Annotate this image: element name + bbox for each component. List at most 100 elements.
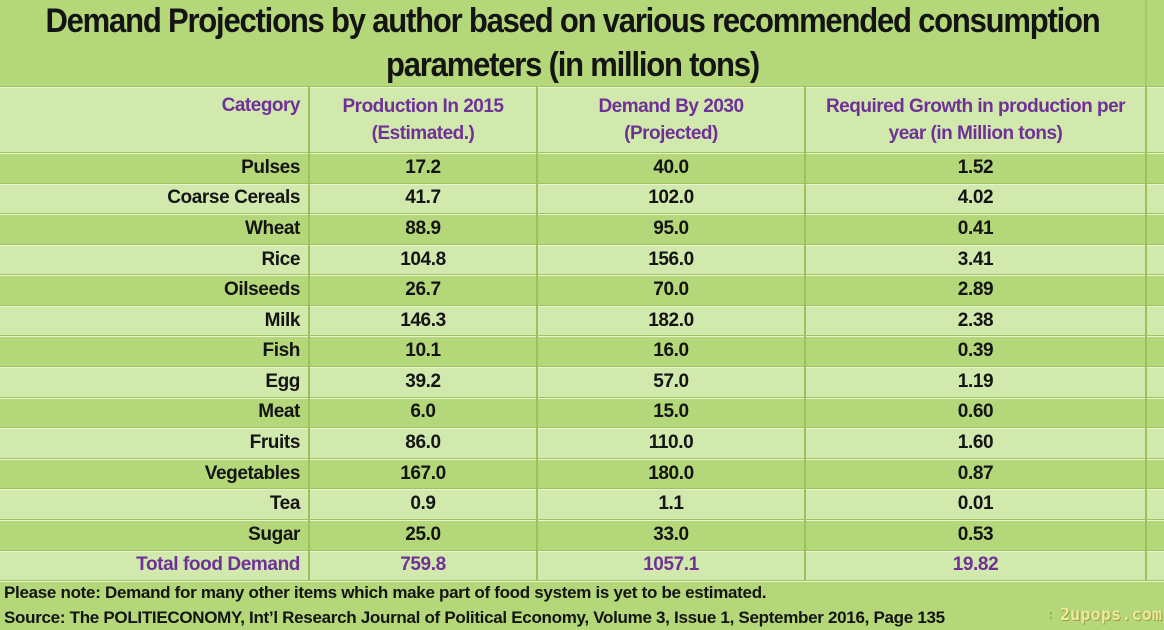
table-row: Sugar 25.0 33.0 0.53 (0, 518, 1164, 550)
growth-cell: 0.01 (806, 489, 1147, 519)
category-cell: Vegetables (0, 458, 310, 489)
demand-cell: 70.0 (538, 275, 806, 305)
header-demand-label: Demand By 2030 (598, 95, 744, 117)
table-row: Milk 146.3 182.0 2.38 (0, 304, 1164, 336)
production-cell: 146.3 (310, 305, 538, 336)
production-cell: 0.9 (310, 489, 538, 519)
cutoff-column-cell (1147, 551, 1164, 581)
cutoff-column-cell (1147, 245, 1164, 275)
growth-cell: 2.38 (806, 305, 1147, 336)
growth-cell: 0.53 (806, 519, 1147, 550)
table-body: Pulses 17.2 40.0 1.52 Coarse Cereals 41.7 102.… (0, 152, 1164, 581)
table-row: Fish 10.1 16.0 0.39 (0, 335, 1164, 367)
title-cell: Demand Projections by author based on va… (0, 0, 1147, 86)
watermark: : 2upops.com (1047, 605, 1162, 625)
category-cell: Total food Demand (0, 550, 310, 581)
page-title: Demand Projections by author based on va… (45, 1, 1100, 84)
category-cell: Milk (0, 305, 310, 336)
category-cell: Meat (0, 397, 310, 428)
category-cell: Coarse Cereals (0, 183, 310, 214)
footnote: Please note: Demand for many other items… (0, 580, 1164, 605)
title-row: Demand Projections by author based on va… (0, 0, 1164, 86)
demand-cell: 57.0 (538, 367, 806, 397)
growth-cell: 0.87 (806, 458, 1147, 489)
demand-cell: 180.0 (538, 458, 806, 489)
table-header-row: Category Production In 2015 (Estimated.)… (0, 86, 1164, 152)
header-required-growth: Required Growth in production per year (… (806, 87, 1147, 152)
table-row: Fruits 86.0 110.0 1.60 (0, 427, 1164, 458)
demand-cell: 156.0 (538, 244, 806, 275)
growth-cell: 0.39 (806, 336, 1147, 367)
header-production-label: Production In 2015 (342, 95, 504, 117)
demand-cell: 1.1 (538, 489, 806, 519)
table-row: Wheat 88.9 95.0 0.41 (0, 213, 1164, 244)
production-cell: 759.8 (310, 550, 538, 581)
demand-cell: 182.0 (538, 305, 806, 336)
production-cell: 26.7 (310, 275, 538, 305)
watermark-text: 2upops.com (1059, 605, 1162, 625)
table-row: Tea 0.9 1.1 0.01 (0, 488, 1164, 519)
category-cell: Fruits (0, 428, 310, 458)
header-demand-2030: Demand By 2030 (Projected) (538, 87, 806, 152)
table-row: Egg 39.2 57.0 1.19 (0, 366, 1164, 397)
growth-cell: 4.02 (806, 183, 1147, 214)
table-row: Vegetables 167.0 180.0 0.87 (0, 457, 1164, 489)
header-demand-sublabel: (Projected) (624, 122, 718, 144)
table-row: Pulses 17.2 40.0 1.52 (0, 152, 1164, 183)
table-row: Meat 6.0 15.0 0.60 (0, 396, 1164, 428)
category-cell: Oilseeds (0, 275, 310, 305)
cutoff-column-cell (1147, 428, 1164, 458)
demand-cell: 95.0 (538, 214, 806, 244)
cutoff-column-cell (1147, 0, 1164, 86)
cutoff-column-cell (1147, 520, 1164, 550)
production-cell: 86.0 (310, 428, 538, 458)
cutoff-column-cell (1147, 459, 1164, 489)
production-cell: 88.9 (310, 214, 538, 244)
header-category-label: Category (221, 95, 301, 116)
production-cell: 167.0 (310, 458, 538, 489)
total-row: Total food Demand 759.8 1057.1 19.82 (0, 549, 1164, 581)
cutoff-column-cell (1147, 336, 1164, 366)
demand-cell: 102.0 (538, 183, 806, 214)
table-row: Rice 104.8 156.0 3.41 (0, 243, 1164, 275)
production-cell: 39.2 (310, 367, 538, 397)
demand-cell: 15.0 (538, 397, 806, 428)
cutoff-column-cell (1147, 489, 1164, 519)
header-production-sublabel: (Estimated.) (371, 122, 475, 144)
table-row: Coarse Cereals 41.7 102.0 4.02 (0, 182, 1164, 214)
category-cell: Sugar (0, 519, 310, 550)
cutoff-column-cell (1147, 367, 1164, 397)
header-growth-label: Required Growth in production per (825, 95, 1126, 117)
demand-cell: 40.0 (538, 153, 806, 183)
cutoff-column-cell (1147, 87, 1164, 152)
demand-cell: 1057.1 (538, 550, 806, 581)
growth-cell: 1.19 (806, 367, 1147, 397)
growth-cell: 1.52 (806, 153, 1147, 183)
growth-cell: 0.60 (806, 397, 1147, 428)
growth-cell: 3.41 (806, 244, 1147, 275)
growth-cell: 19.82 (806, 550, 1147, 581)
cutoff-column-cell (1147, 184, 1164, 214)
cutoff-column-cell (1147, 153, 1164, 183)
production-cell: 25.0 (310, 519, 538, 550)
demand-cell: 33.0 (538, 519, 806, 550)
production-cell: 17.2 (310, 153, 538, 183)
category-cell: Fish (0, 336, 310, 367)
production-cell: 104.8 (310, 244, 538, 275)
category-cell: Rice (0, 244, 310, 275)
production-cell: 41.7 (310, 183, 538, 214)
cutoff-column-cell (1147, 275, 1164, 305)
cutoff-column-cell (1147, 214, 1164, 244)
production-cell: 10.1 (310, 336, 538, 367)
header-category: Category (0, 87, 310, 152)
category-cell: Tea (0, 489, 310, 519)
header-growth-sublabel: year (in Million tons) (888, 122, 1063, 144)
category-cell: Pulses (0, 153, 310, 183)
cutoff-column-cell (1147, 398, 1164, 428)
category-cell: Egg (0, 367, 310, 397)
demand-cell: 110.0 (538, 428, 806, 458)
growth-cell: 1.60 (806, 428, 1147, 458)
growth-cell: 2.89 (806, 275, 1147, 305)
watermark-icon: : (1046, 607, 1055, 623)
